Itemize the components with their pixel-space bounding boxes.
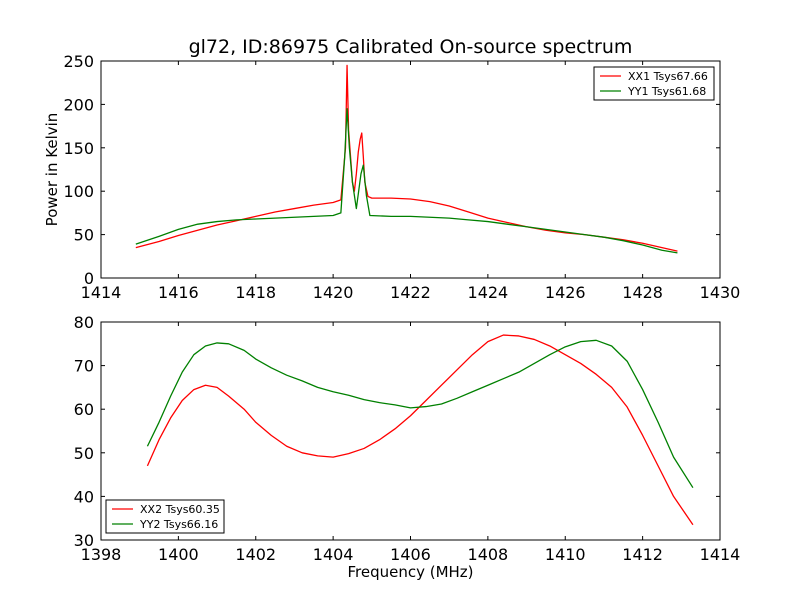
series-line-1 xyxy=(146,334,694,526)
x-tick-label: 1422 xyxy=(390,283,431,302)
x-tick-label: 1424 xyxy=(468,283,509,302)
x-tick-label: 1406 xyxy=(390,545,431,564)
x-tick-label: 1408 xyxy=(468,545,509,564)
y-tick-label: 60 xyxy=(74,400,94,419)
series-line-2 xyxy=(135,108,678,254)
legend: XX1 Tsys67.66 YY1 Tsys61.68 xyxy=(593,66,715,101)
y-tick-label: 100 xyxy=(63,182,94,201)
chart-title: gl72, ID:86975 Calibrated On-source spec… xyxy=(189,36,633,58)
series-line-2 xyxy=(146,339,694,489)
legend-label: YY1 Tsys61.68 xyxy=(627,85,706,98)
x-tick-label: 1416 xyxy=(158,283,199,302)
y-axis-label: Power in Kelvin xyxy=(43,113,61,227)
x-tick-label: 1410 xyxy=(545,545,586,564)
legend: XX2 Tsys60.35 YY2 Tsys66.16 xyxy=(105,499,225,534)
legend-label: XX1 Tsys67.66 xyxy=(628,70,708,83)
y-tick-label: 30 xyxy=(74,531,94,550)
x-tick-label: 1428 xyxy=(622,283,663,302)
y-tick-label: 70 xyxy=(74,357,94,376)
legend-label: YY2 Tsys66.16 xyxy=(139,518,218,531)
x-axis-label: Frequency (MHz) xyxy=(347,563,473,581)
legend-box xyxy=(593,66,715,101)
y-tick-label: 50 xyxy=(74,444,94,463)
y-tick-label: 50 xyxy=(74,226,94,245)
y-tick-label: 150 xyxy=(63,139,94,158)
x-tick-label: 1404 xyxy=(313,545,354,564)
plot-1: 1414 1416 1418 1420 1422 1424 1426 1428 1430 0 50 1… xyxy=(63,52,740,302)
legend-box xyxy=(105,499,225,534)
y-tick-label: 250 xyxy=(63,52,94,71)
x-tick-label: 1414 xyxy=(81,283,122,302)
y-tick-label: 40 xyxy=(74,487,94,506)
x-tick-label: 1402 xyxy=(235,545,276,564)
x-tick-label: 1420 xyxy=(313,283,354,302)
legend-label: XX2 Tsys60.35 xyxy=(140,503,220,516)
y-tick-label: 80 xyxy=(74,313,94,332)
y-tick-label: 0 xyxy=(84,269,94,288)
x-tick-label: 1414 xyxy=(700,545,741,564)
x-tick-label: 1400 xyxy=(158,545,199,564)
x-tick-label: 1412 xyxy=(622,545,663,564)
plot-2: 1398 1400 1402 1404 1406 1408 1410 1412 1414 30 40… xyxy=(74,313,741,564)
series-line-1 xyxy=(135,64,678,252)
y-tick-label: 200 xyxy=(63,95,94,114)
x-tick-label: 1426 xyxy=(545,283,586,302)
x-tick-label: 1398 xyxy=(81,545,122,564)
x-tick-label: 1430 xyxy=(700,283,741,302)
plots-layer: 1414 1416 1418 1420 1422 1424 1426 1428 14300501… xyxy=(63,52,740,564)
x-tick-label: 1418 xyxy=(235,283,276,302)
